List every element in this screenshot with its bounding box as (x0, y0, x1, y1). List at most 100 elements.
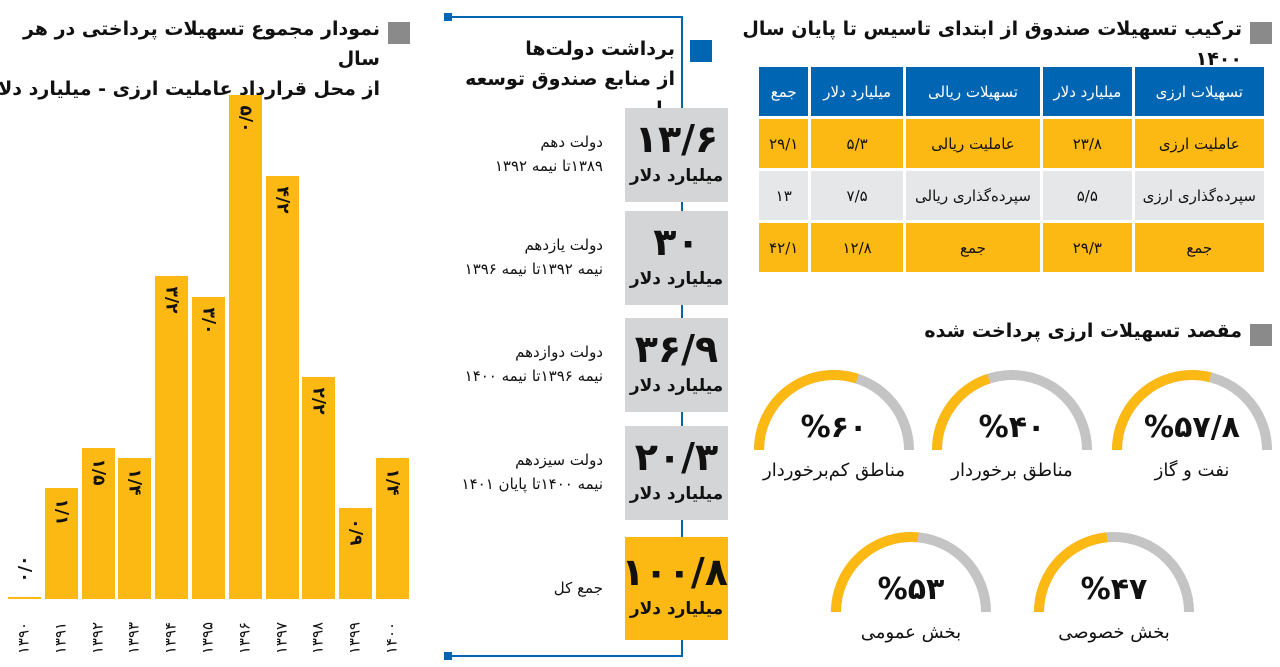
gov-value: ۲۰/۳ (634, 435, 719, 479)
timeline-line (448, 655, 683, 657)
table-cell: سپرده‌گذاری ریالی (905, 171, 1041, 220)
gov-value: ۳۰ (653, 220, 700, 264)
gauges-title: مقصد تسهیلات ارزی پرداخت شده (924, 320, 1242, 342)
total-unit: میلیارد دلار (629, 599, 724, 619)
gov-unit: میلیارد دلار (629, 166, 724, 186)
gauge: %۵۳ بخش عمومی (826, 530, 996, 643)
section-marker-icon (690, 40, 712, 62)
gauge-arc (831, 532, 991, 613)
section-marker-icon (1250, 22, 1272, 44)
bar-value-label: ۰/۰ (14, 555, 35, 583)
gov-value-box: ۱۳/۶ میلیارد دلار (625, 108, 728, 202)
bar-value-label: ۱/۴ (382, 468, 403, 496)
gauge-label: مناطق برخوردار (951, 460, 1073, 481)
table-cell: ۱۲/۸ (811, 223, 903, 272)
gauge-arc (1112, 370, 1272, 451)
table-cell: ۴۲/۱ (759, 223, 809, 272)
gov-name: دولت سیزدهم (515, 451, 603, 469)
gov-value: ۳۶/۹ (634, 327, 719, 371)
bar-۱۳۹۰ (8, 597, 41, 599)
gauge: %۵۷/۸ نفت و گاز (1107, 368, 1277, 481)
gov-name: دولت یازدهم (524, 236, 603, 254)
gov-value-box: ۳۰ میلیارد دلار (625, 211, 728, 305)
bar-۱۳۹۷ (265, 175, 299, 599)
table-cell: ۵/۳ (811, 119, 903, 168)
gauge-label: نفت و گاز (1154, 460, 1230, 481)
x-tick-label: ۱۳۹۲ (88, 621, 107, 655)
table-cell: ۲۹/۱ (759, 119, 809, 168)
total-label: جمع کل (553, 579, 603, 597)
bar-value-label: ۵/۰ (235, 105, 256, 133)
x-tick-label: ۱۳۹۷ (272, 621, 291, 655)
gov-value-box: ۲۰/۳ میلیارد دلار (625, 426, 728, 520)
gov-name: دولت دهم (540, 133, 603, 151)
gauge-percent: %۶۰ (800, 410, 868, 445)
section-marker-icon (1250, 324, 1272, 346)
gauge: %۶۰ مناطق کم‌برخوردار (749, 368, 919, 481)
gov-value-box: ۳۶/۹ میلیارد دلار (625, 318, 728, 412)
gov-period: ۱۳۸۹تا نیمه ۱۳۹۲ (494, 157, 603, 175)
gauge-percent: %۵۳ (877, 572, 945, 607)
gauge-fill (831, 532, 919, 613)
gov-label: دولت یازدهم نیمه ۱۳۹۲تا نیمه ۱۳۹۶ (403, 233, 603, 281)
bar-۱۳۹۲ (81, 447, 115, 599)
table-header-row: تسهیلات ارزی میلیارد دلار تسهیلات ریالی … (759, 67, 1264, 116)
bar-value-label: ۳/۰ (198, 307, 219, 335)
gov-unit: میلیارد دلار (629, 376, 724, 396)
gauge-percent: %۴۰ (978, 410, 1046, 445)
table-header-cell: میلیارد دلار (1043, 67, 1132, 116)
gauge-fill (1034, 532, 1108, 613)
bar-value-label: ۲/۲ (308, 387, 329, 415)
timeline-line (448, 16, 683, 18)
bar-value-label: ۰/۹ (345, 518, 366, 546)
table-cell: ۱۳ (759, 171, 809, 220)
x-tick-label: ۱۴۰۰ (382, 621, 401, 655)
x-tick-label: ۱۳۹۸ (308, 621, 327, 655)
table-cell: سپرده‌گذاری ارزی (1134, 171, 1264, 220)
gov-period: نیمه ۱۳۹۲تا نیمه ۱۳۹۶ (464, 260, 603, 278)
total-value-box: ۱۰۰/۸ میلیارد دلار (621, 537, 728, 640)
table-cell: ۷/۵ (811, 171, 903, 220)
gov-label: دولت سیزدهم نیمه ۱۴۰۰تا پایان ۱۴۰۱ (403, 448, 603, 496)
x-tick-label: ۱۳۹۵ (198, 621, 217, 655)
bar-۱۳۹۸ (302, 377, 336, 599)
x-tick-label: ۱۳۹۶ (235, 621, 254, 655)
gov-value: ۱۳/۶ (634, 117, 719, 161)
gauge-arc (932, 370, 1092, 451)
x-tick-label: ۱۳۹۱ (51, 621, 70, 655)
bar-value-label: ۱/۱ (51, 498, 72, 526)
x-tick-label: ۱۳۹۰ (14, 621, 33, 655)
bar-۱۳۹۹ (339, 508, 373, 599)
bar-value-label: ۳/۲ (161, 286, 182, 314)
gauge-percent: %۴۷ (1080, 572, 1148, 607)
gov-name: دولت دوازدهم (515, 343, 603, 361)
x-tick-label: ۱۳۹۹ (345, 621, 364, 655)
table-cell: عاملیت ریالی (905, 119, 1041, 168)
bar-۱۳۹۱ (44, 488, 78, 599)
timeline-end-square (444, 652, 452, 660)
table-cell: ۵/۵ (1043, 171, 1132, 220)
gov-label: دولت دوازدهم نیمه ۱۳۹۶تا نیمه ۱۴۰۰ (403, 340, 603, 388)
gauge-fill (1112, 370, 1212, 451)
table-cell: ۲۳/۸ (1043, 119, 1132, 168)
table-header-cell: جمع (759, 67, 809, 116)
table-row: عاملیت ارزی ۲۳/۸ عاملیت ریالی ۵/۳ ۲۹/۱ (759, 119, 1264, 168)
total-value: ۱۰۰/۸ (621, 550, 728, 594)
bar-۱۳۹۳ (118, 457, 152, 599)
table-header-cell: تسهیلات ارزی (1134, 67, 1264, 116)
table-row: جمع ۲۹/۳ جمع ۱۲/۸ ۴۲/۱ (759, 223, 1264, 272)
bar-۱۳۹۵ (192, 296, 225, 599)
bar-۱۳۹۴ (155, 276, 189, 599)
gov-unit: میلیارد دلار (629, 269, 724, 289)
table-row: سپرده‌گذاری ارزی ۵/۵ سپرده‌گذاری ریالی ۷/۵ ۱… (759, 171, 1264, 220)
x-tick-label: ۱۳۹۴ (161, 621, 180, 655)
gauge-percent: %۵۷/۸ (1144, 410, 1240, 445)
bar-value-label: ۴/۲ (272, 186, 293, 214)
bar-۱۴۰۰ (376, 457, 409, 599)
gauge-fill (754, 370, 859, 451)
table-cell: عاملیت ارزی (1134, 119, 1264, 168)
govs-title: برداشت دولت‌ها از منابع صندوق توسعه ملی (435, 34, 675, 124)
table-cell: جمع (905, 223, 1041, 272)
chart-title: نمودار مجموع تسهیلات پرداختی در هر سال ا… (0, 14, 380, 104)
table-cell: جمع (1134, 223, 1264, 272)
